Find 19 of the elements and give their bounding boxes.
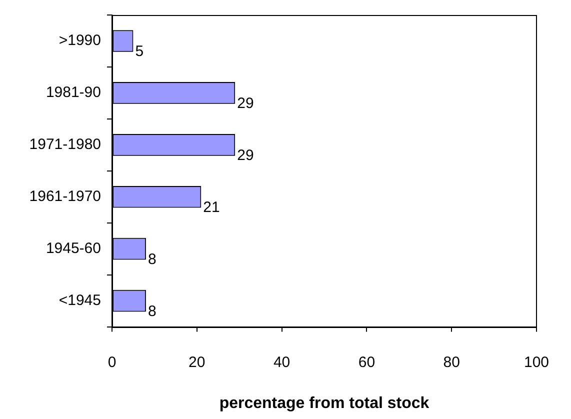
data-label: 29 (237, 147, 254, 164)
x-tick-label: 40 (273, 354, 290, 371)
y-tick-label: 1981-90 (46, 84, 101, 102)
y-tick-label: 1961-1970 (29, 188, 101, 206)
data-label: 21 (203, 199, 220, 216)
y-tick-label: <1945 (58, 292, 101, 309)
y-tick-label: >1990 (58, 32, 101, 50)
x-tick-label: 20 (188, 354, 206, 371)
data-label: 29 (237, 95, 254, 112)
data-label: 8 (148, 250, 156, 268)
data-label: 8 (148, 302, 156, 320)
x-tick-label: 100 (524, 354, 549, 371)
x-tick-label: 80 (443, 354, 460, 371)
x-tick-label: 60 (358, 354, 376, 371)
x-axis-title: percentage from total stock (219, 394, 430, 412)
x-tick-label: 0 (108, 354, 116, 371)
data-label: 5 (135, 43, 144, 60)
y-tick-label: 1971-1980 (29, 136, 101, 154)
y-tick-label: 1945-60 (46, 240, 101, 257)
